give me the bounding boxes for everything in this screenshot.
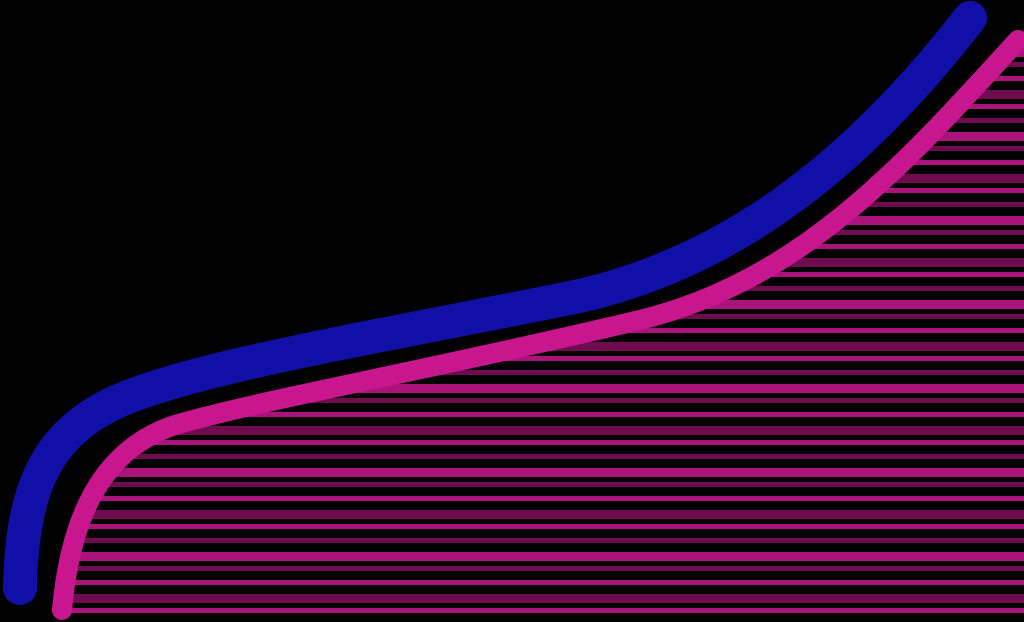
magenta-area xyxy=(62,48,1024,613)
magenta-band xyxy=(171,426,1024,435)
magenta-band xyxy=(903,160,1024,165)
magenta-band xyxy=(858,202,1024,207)
magenta-band xyxy=(225,412,1024,417)
magenta-band xyxy=(91,496,1024,501)
magenta-band xyxy=(74,538,1024,543)
magenta-band xyxy=(605,328,1024,333)
magenta-band xyxy=(124,454,1024,459)
magenta-band xyxy=(545,342,1024,351)
magenta-band xyxy=(972,90,1024,99)
magenta-band xyxy=(823,230,1024,235)
magenta-band xyxy=(65,580,1024,585)
magenta-band xyxy=(784,258,1024,267)
magenta-band xyxy=(416,370,1024,375)
magenta-band xyxy=(804,244,1024,249)
magenta-band xyxy=(931,132,1024,141)
magenta-band xyxy=(984,76,1024,81)
magenta-band xyxy=(350,384,1024,393)
blue-curve xyxy=(3,1,987,605)
magenta-band xyxy=(67,566,1024,571)
magenta-band xyxy=(481,356,1024,361)
magenta-band xyxy=(284,398,1024,403)
magenta-band xyxy=(889,174,1024,183)
magenta-band xyxy=(919,146,1024,151)
magenta-band xyxy=(143,440,1024,445)
magenta-curve xyxy=(52,30,1024,620)
magenta-band xyxy=(62,608,1024,613)
magenta-band xyxy=(701,300,1024,309)
magenta-band xyxy=(959,104,1024,109)
magenta-band xyxy=(842,216,1024,225)
magenta-band xyxy=(110,468,1024,477)
magenta-band xyxy=(71,552,1024,561)
magenta-band xyxy=(79,524,1024,529)
magenta-band xyxy=(99,482,1024,487)
magenta-band xyxy=(998,62,1024,67)
magenta-band xyxy=(875,188,1024,193)
magenta-band xyxy=(945,118,1024,123)
magenta-band xyxy=(732,286,1024,291)
magenta-band xyxy=(760,272,1024,277)
magenta-band xyxy=(84,510,1024,519)
magenta-band xyxy=(660,314,1024,319)
magenta-band xyxy=(63,594,1024,603)
